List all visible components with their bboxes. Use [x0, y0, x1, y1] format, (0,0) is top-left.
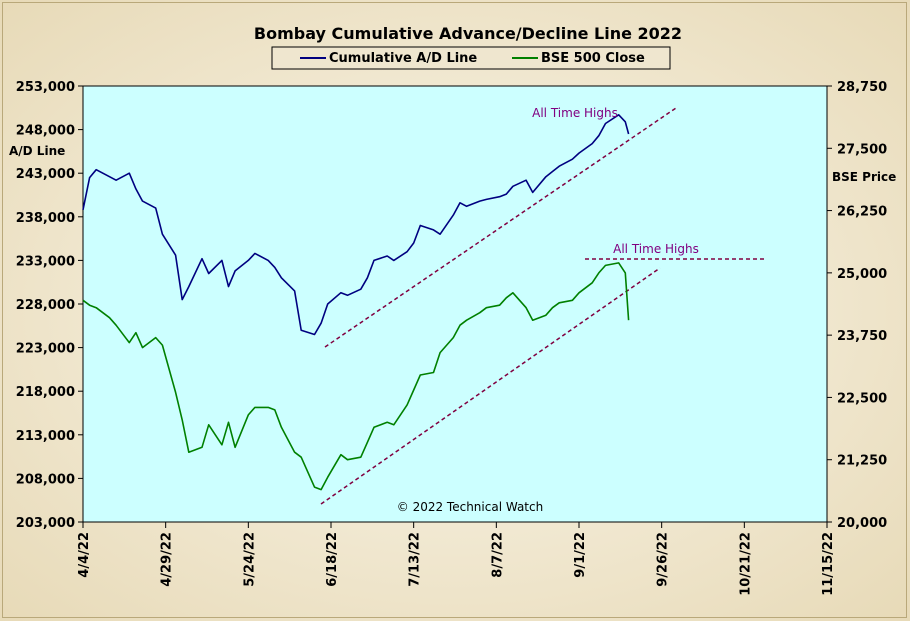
- legend: Cumulative A/D Line BSE 500 Close: [271, 46, 671, 70]
- x-tick-label: 9/26/22: [656, 532, 671, 587]
- series-line-ad: [82, 114, 630, 336]
- left-tick-label: 223,000: [16, 342, 75, 357]
- x-tick-label: 11/15/22: [821, 532, 836, 596]
- right-tick-label: 27,500: [837, 142, 887, 157]
- left-tick-label: 233,000: [16, 254, 75, 269]
- left-tick-label: 213,000: [16, 429, 75, 444]
- x-tick-label: 8/7/22: [490, 532, 505, 578]
- series-line-bse: [82, 262, 630, 491]
- x-tick-label: 5/24/22: [242, 532, 257, 587]
- annotation-bse-high: All Time Highs: [613, 242, 699, 256]
- right-tick-label: 20,000: [837, 516, 887, 531]
- left-tick-label: 228,000: [16, 298, 75, 313]
- x-axis: 4/4/22 4/29/22 5/24/22 6/18/22 7/13/22 8/7/22…: [77, 522, 836, 596]
- left-tick-label: 243,000: [16, 167, 75, 182]
- legend-box: [271, 46, 671, 70]
- right-tick-label: 23,750: [837, 329, 887, 344]
- left-tick-label: 238,000: [16, 211, 75, 226]
- left-tick-label: 203,000: [16, 516, 75, 531]
- left-tick-label: 208,000: [16, 472, 75, 487]
- trendlines: [320, 107, 765, 505]
- right-axis: 28,750 27,500 26,250 25,000 23,750 22,500 21,2…: [827, 80, 887, 531]
- left-tick-label: 248,000: [16, 124, 75, 139]
- trendline-ad-support: [324, 107, 677, 348]
- trendline-bse-support: [320, 267, 661, 505]
- right-tick-label: 21,250: [837, 454, 887, 469]
- chart-title: Bombay Cumulative Advance/Decline Line 2…: [254, 24, 682, 43]
- plot-area: [82, 85, 828, 523]
- annotation-ad-high: All Time Highs: [532, 106, 618, 120]
- x-tick-label: 10/21/22: [738, 532, 753, 596]
- right-tick-label: 28,750: [837, 80, 887, 95]
- left-axis: 253,000 248,000 243,000 238,000 233,000 228,0…: [16, 80, 83, 531]
- legend-label-ad-line: Cumulative A/D Line: [329, 51, 477, 66]
- right-axis-title: BSE Price: [832, 170, 896, 184]
- left-axis-title: A/D Line: [9, 144, 65, 158]
- left-tick-label: 218,000: [16, 385, 75, 400]
- x-tick-label: 4/4/22: [77, 532, 92, 578]
- copyright-text: © 2022 Technical Watch: [397, 500, 543, 514]
- x-tick-label: 4/29/22: [160, 532, 175, 587]
- right-tick-label: 26,250: [837, 205, 887, 220]
- x-tick-label: 6/18/22: [325, 532, 340, 587]
- right-tick-label: 25,000: [837, 267, 887, 282]
- x-tick-label: 7/13/22: [408, 532, 423, 587]
- left-tick-label: 253,000: [16, 80, 75, 95]
- x-tick-label: 9/1/22: [573, 532, 588, 578]
- right-tick-label: 22,500: [837, 391, 887, 406]
- legend-label-bse: BSE 500 Close: [541, 51, 645, 66]
